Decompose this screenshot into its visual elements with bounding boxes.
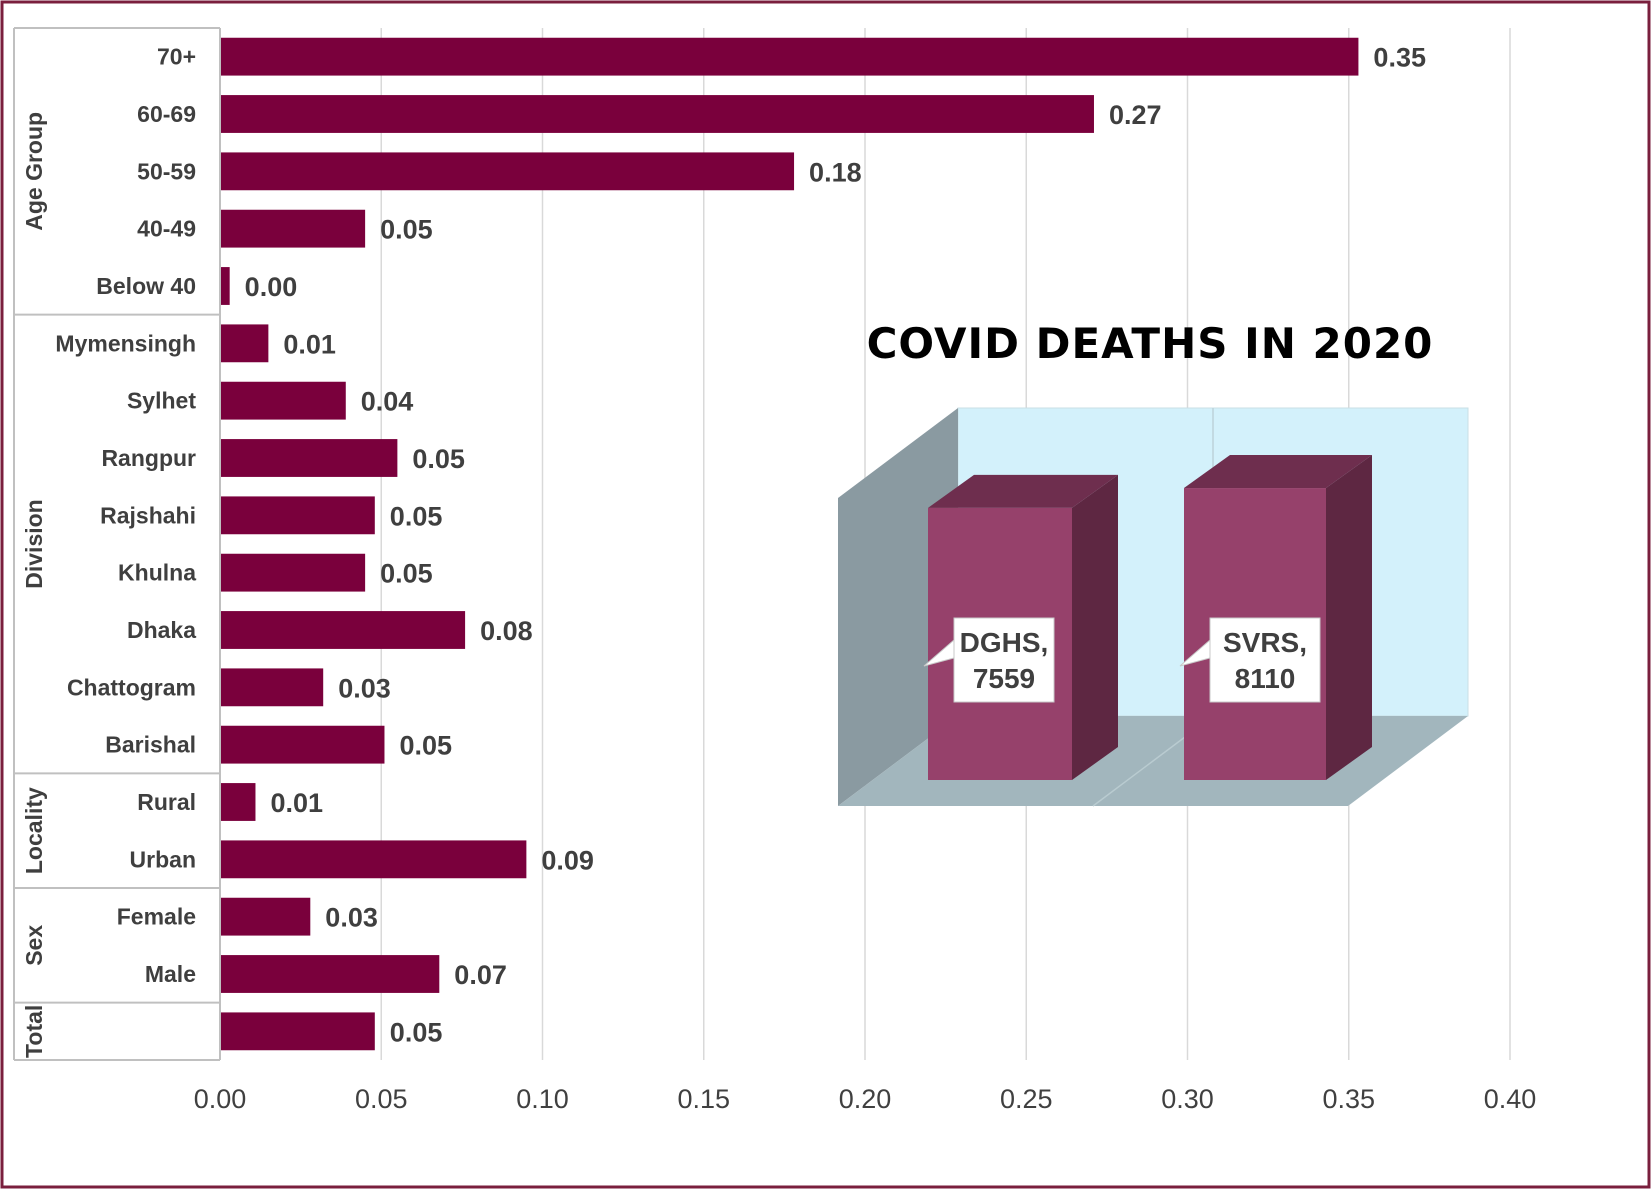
bar-series: 0.35 0.27 0.18 0.05 0.00 0.01 0.04 0.05 0.05 0.05…: [220, 37, 1426, 1051]
callout-box: [1209, 617, 1321, 703]
bar-mymensingh: [220, 324, 269, 363]
group-label: Division: [21, 499, 47, 588]
category-label: Urban: [130, 846, 196, 872]
data-label: 0.04: [361, 387, 414, 417]
bar-70-: [220, 37, 1359, 76]
bar-60-69: [220, 95, 1094, 133]
x-tick-label: 0.35: [1322, 1084, 1375, 1114]
data-label: 0.05: [412, 444, 465, 474]
data-label: 0.07: [454, 960, 507, 990]
bar-50-59: [220, 152, 795, 191]
x-tick-label: 0.05: [355, 1084, 408, 1114]
data-label: 0.05: [399, 731, 452, 761]
data-label: 0.05: [390, 1017, 443, 1047]
bar-below-40: [220, 267, 230, 305]
category-label: Barishal: [105, 732, 196, 758]
callout-value: 8110: [1235, 663, 1296, 694]
group-label: Age Group: [21, 112, 47, 231]
data-label: 0.05: [380, 559, 433, 589]
bar-40-49: [220, 209, 366, 248]
data-label: 0.27: [1109, 100, 1162, 130]
gridlines: [380, 28, 1511, 1060]
group-label: Sex: [21, 925, 47, 966]
callout-value: 7559: [973, 663, 1035, 694]
category-label: Female: [117, 904, 196, 930]
callout-label: SVRS,: [1223, 627, 1307, 658]
bar-male: [220, 955, 440, 993]
x-tick-label: 0.15: [677, 1084, 730, 1114]
group-label: Locality: [21, 787, 47, 874]
data-label: 0.03: [338, 673, 391, 703]
category-label: Rajshahi: [100, 502, 196, 528]
category-label: Khulna: [118, 560, 196, 586]
category-label: 40-49: [137, 216, 196, 242]
data-label: 0.00: [245, 272, 298, 302]
x-tick-label: 0.25: [1000, 1084, 1053, 1114]
data-label: 0.03: [325, 903, 378, 933]
bar-dhaka: [220, 611, 466, 649]
x-tick-label: 0.10: [516, 1084, 569, 1114]
data-label: 0.05: [380, 215, 433, 245]
data-label: 0.09: [541, 845, 594, 875]
callout-box: [953, 617, 1055, 703]
column-top-svrs: [1184, 455, 1372, 489]
category-label: Mymensingh: [55, 330, 196, 356]
inset-chart-title: COVID DEATHS IN 2020: [867, 319, 1434, 368]
bar-rural: [220, 783, 256, 821]
category-label: Below 40: [96, 273, 196, 299]
category-axis: 70+ 60-69 50-59 40-49 Below 40 Age Group Mymen…: [13, 27, 221, 1061]
category-label: Rural: [137, 789, 196, 815]
x-tick-label: 0.00: [194, 1084, 247, 1114]
bar-total: [220, 1012, 375, 1051]
category-label: Chattogram: [67, 674, 196, 700]
category-label: 50-59: [137, 158, 196, 184]
bar-barishal: [220, 725, 385, 764]
data-label: 0.35: [1373, 43, 1426, 73]
data-label: 0.18: [809, 157, 862, 187]
category-label: 70+: [157, 44, 196, 70]
x-tick-label: 0.30: [1161, 1084, 1214, 1114]
bar-rangpur: [220, 439, 398, 477]
bar-sylhet: [220, 381, 346, 420]
data-label: 0.01: [270, 788, 323, 818]
group-label: Total: [21, 1005, 47, 1058]
column-top-dghs: [928, 474, 1118, 508]
inset-chart: COVID DEATHS IN 2020 DGHS, 7559 SVRS, 8110: [838, 319, 1469, 807]
category-label: Male: [145, 961, 196, 987]
x-tick-label: 0.40: [1484, 1084, 1537, 1114]
bar-female: [220, 897, 311, 936]
column-side-dghs: [1072, 474, 1118, 780]
bar-rajshahi: [220, 496, 375, 535]
category-label: 60-69: [137, 101, 196, 127]
x-tick-label: 0.20: [839, 1084, 892, 1114]
category-label: Dhaka: [127, 617, 196, 643]
bar-khulna: [220, 553, 366, 592]
data-label: 0.01: [283, 329, 336, 359]
bar-urban: [220, 840, 527, 879]
data-label: 0.08: [480, 616, 533, 646]
column-side-svrs: [1326, 455, 1372, 780]
data-label: 0.05: [390, 501, 443, 531]
category-label: Rangpur: [101, 445, 196, 471]
category-label: Sylhet: [127, 388, 196, 414]
bar-chattogram: [220, 668, 324, 707]
value-axis: 0.00 0.05 0.10 0.15 0.20 0.25 0.30 0.35 0.40: [194, 1084, 1537, 1114]
callout-label: DGHS,: [960, 627, 1049, 658]
